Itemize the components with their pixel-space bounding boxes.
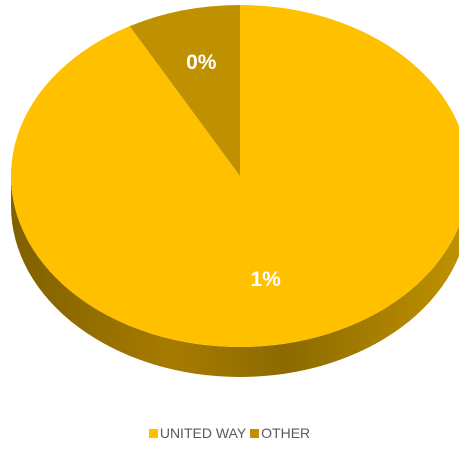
data-label-united-way: 1% xyxy=(250,268,281,291)
legend-label-united-way: UNITED WAY xyxy=(159,425,247,441)
pie-slice-united-way xyxy=(11,5,459,347)
legend-swatch-other xyxy=(250,428,260,438)
pie-side-wall xyxy=(11,176,459,377)
data-label-other: 0% xyxy=(186,51,217,74)
pie-slice-other xyxy=(129,5,240,176)
legend-item-united-way: UNITED WAY xyxy=(148,425,247,441)
legend-item-other: OTHER xyxy=(250,425,310,441)
legend-swatch-united-way xyxy=(148,428,158,438)
legend-label-other: OTHER xyxy=(261,425,311,441)
pie-chart-canvas: 1% 0% xyxy=(11,5,459,377)
chart-legend: UNITED WAY OTHER xyxy=(0,425,459,441)
